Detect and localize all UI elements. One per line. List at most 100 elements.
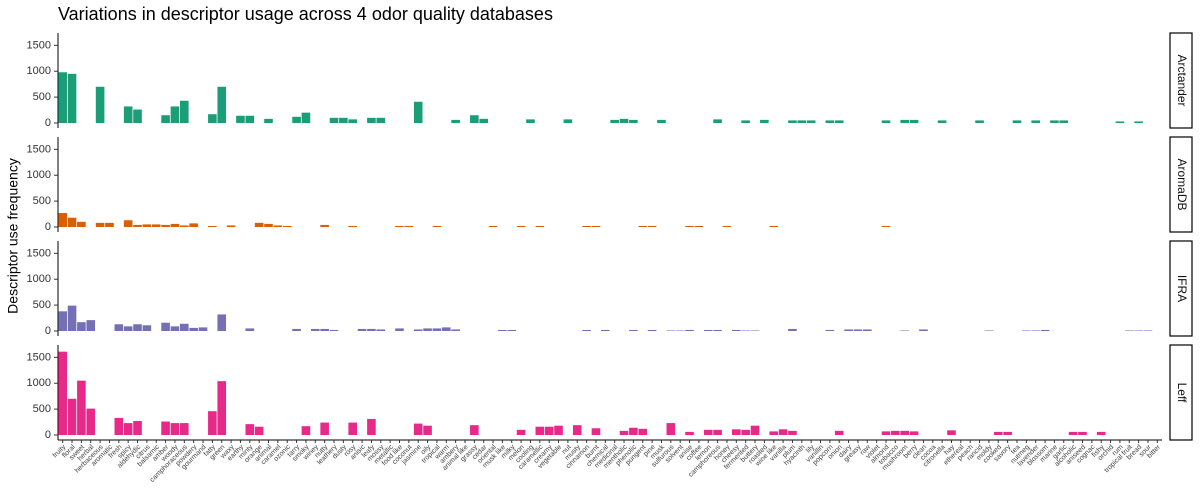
bar xyxy=(114,417,124,435)
bar xyxy=(825,120,835,123)
bar xyxy=(376,117,386,123)
bar xyxy=(638,225,648,227)
y-tick-label: 1500 xyxy=(27,351,51,363)
bar xyxy=(77,221,86,227)
bar xyxy=(217,381,227,435)
bar xyxy=(217,86,227,123)
bar xyxy=(86,408,96,435)
bar xyxy=(189,223,198,227)
bar xyxy=(919,329,928,331)
bar xyxy=(881,120,891,123)
bar xyxy=(713,429,722,435)
y-tick-label: 500 xyxy=(33,403,51,415)
bar xyxy=(1003,431,1012,435)
bar xyxy=(788,328,797,331)
bar xyxy=(703,429,713,435)
bar xyxy=(451,329,460,331)
bar xyxy=(488,225,498,227)
y-tick-label: 1000 xyxy=(27,273,51,285)
bar xyxy=(993,431,1003,435)
bar xyxy=(58,213,67,227)
bar xyxy=(563,119,573,123)
bar xyxy=(133,224,142,227)
bar xyxy=(1022,330,1031,331)
bar xyxy=(348,119,358,123)
bar xyxy=(413,101,423,123)
facet-label: AromaDB xyxy=(1175,158,1189,210)
y-tick-label: 0 xyxy=(45,325,51,337)
bar xyxy=(1012,120,1022,123)
bar xyxy=(900,330,910,331)
bar xyxy=(114,324,124,331)
bar xyxy=(647,225,657,227)
bar xyxy=(685,225,694,227)
bar xyxy=(161,421,170,435)
bar xyxy=(320,328,329,331)
bar xyxy=(909,431,919,435)
x-tick-label: lily xyxy=(805,443,816,454)
bar xyxy=(292,328,301,331)
bar xyxy=(638,428,648,435)
bar xyxy=(413,329,423,331)
y-tick-label: 1000 xyxy=(27,377,51,389)
bar xyxy=(339,117,348,123)
bar xyxy=(208,411,217,435)
bar xyxy=(535,426,545,435)
bar xyxy=(133,109,142,123)
bar xyxy=(432,225,442,227)
bar xyxy=(984,330,994,331)
bar xyxy=(647,329,657,331)
bar xyxy=(470,425,479,435)
bar xyxy=(245,424,255,435)
bar xyxy=(423,328,432,331)
bar xyxy=(806,120,816,123)
bar xyxy=(713,329,722,331)
bar xyxy=(1143,330,1153,331)
y-tick-label: 1500 xyxy=(27,247,51,259)
bar xyxy=(666,330,676,331)
y-tick-label: 0 xyxy=(45,429,51,441)
bar xyxy=(376,329,386,331)
bar xyxy=(760,119,769,123)
bar xyxy=(732,329,741,331)
bar xyxy=(161,115,170,123)
bar xyxy=(180,225,189,227)
bar xyxy=(320,224,329,227)
bar xyxy=(217,314,227,331)
bar xyxy=(1031,330,1040,331)
bar xyxy=(947,430,956,435)
bar xyxy=(329,329,339,331)
bar xyxy=(834,120,844,123)
bar xyxy=(657,119,666,123)
bar xyxy=(741,429,750,435)
bar xyxy=(236,115,245,123)
bar xyxy=(423,425,432,435)
bar xyxy=(666,423,676,435)
bar xyxy=(881,431,891,435)
bar xyxy=(245,115,255,123)
bar xyxy=(292,116,301,123)
bar xyxy=(1124,330,1134,331)
y-tick-label: 1000 xyxy=(27,169,51,181)
bar xyxy=(1078,431,1087,435)
bar xyxy=(208,225,217,227)
bar xyxy=(198,327,208,331)
bar xyxy=(1059,120,1069,123)
bar xyxy=(357,328,367,331)
bar xyxy=(123,220,133,227)
bar xyxy=(975,120,984,123)
bar xyxy=(909,119,919,123)
bar xyxy=(273,225,283,227)
bar xyxy=(778,429,788,435)
y-tick-label: 0 xyxy=(45,117,51,129)
facet-strip xyxy=(1169,240,1193,337)
bar xyxy=(516,225,526,227)
bar xyxy=(404,225,414,227)
bar xyxy=(797,120,807,123)
bar xyxy=(769,225,779,227)
bar xyxy=(329,117,339,123)
bar xyxy=(610,119,619,123)
facet-strip xyxy=(1169,32,1193,129)
bar xyxy=(441,327,451,331)
y-tick-label: 1500 xyxy=(27,143,51,155)
